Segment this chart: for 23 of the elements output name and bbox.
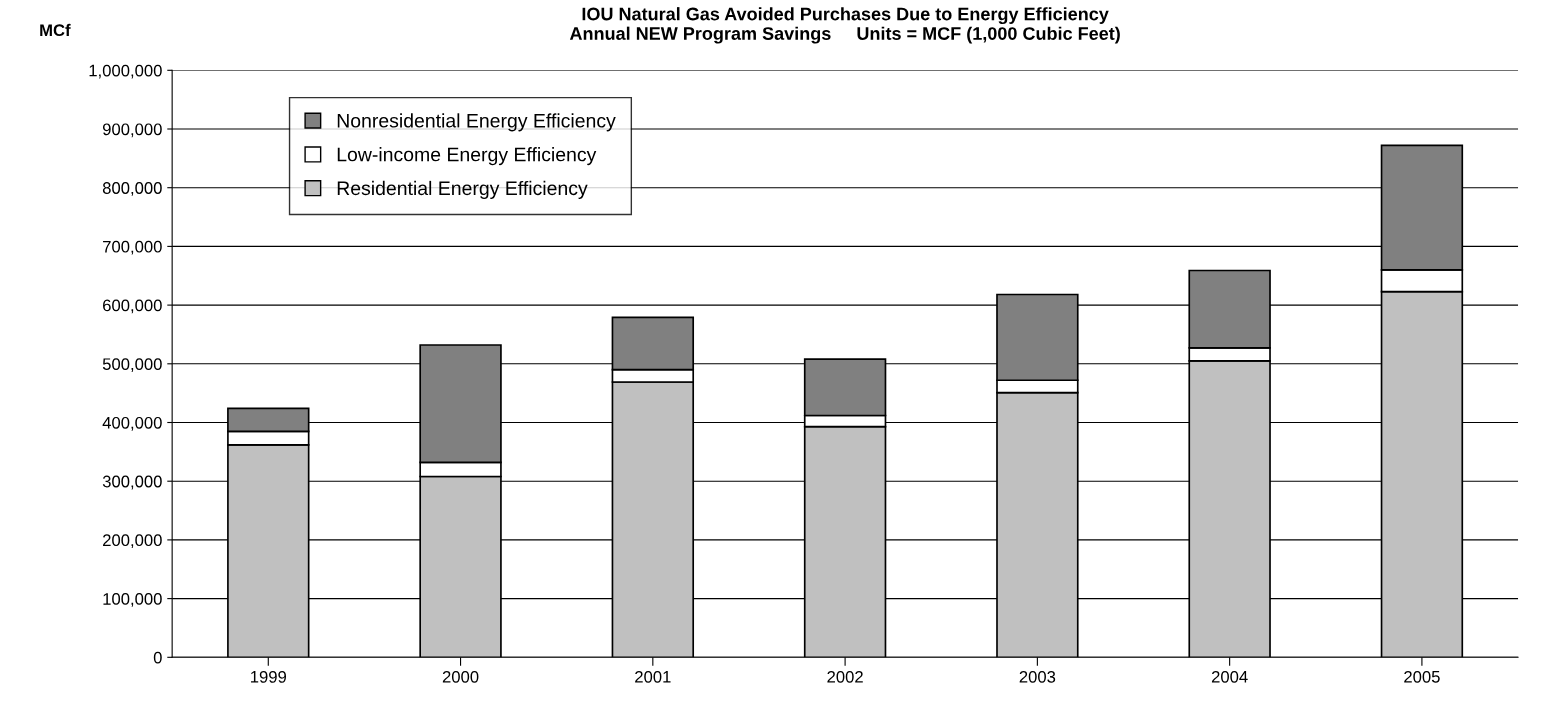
legend-label: Nonresidential Energy Efficiency (337, 113, 616, 132)
y-tick-label: 800,000 (102, 182, 162, 196)
y-tick-label: 100,000 (103, 593, 162, 607)
y-axis-title: MCf (40, 23, 71, 37)
x-tick-label: 2000 (442, 670, 479, 683)
y-tick-label: 200,000 (103, 534, 162, 549)
y-tick-label: 300,000 (102, 475, 162, 490)
x-tick-label: 2005 (1404, 670, 1440, 683)
y-tick-label: 700,000 (103, 240, 162, 255)
x-tick-label: 2002 (827, 670, 863, 683)
x-tick-label: 2004 (1211, 670, 1248, 683)
legend-label: Residential Energy Efficiency (337, 180, 588, 199)
x-tick-label: 1999 (251, 670, 287, 683)
y-tick-label: 900,000 (102, 123, 162, 138)
chart-title: IOU Natural Gas Avoided Purchases Due to Energy Efficiency Annual NEW Program Savings Units = MCF (1,000 Cubic Feet) (569, 7, 1120, 44)
y-tick-label: 0 (153, 651, 162, 664)
x-tick-label: 2003 (1019, 670, 1056, 683)
y-tick-label: 1,000,000 (89, 64, 162, 79)
y-tick-label: 500,000 (102, 358, 162, 372)
legend-label: Low-income Energy Efficiency (337, 147, 597, 166)
x-tick-label: 2001 (635, 670, 671, 683)
y-tick-label: 400,000 (102, 416, 162, 431)
y-tick-label: 600,000 (103, 299, 162, 314)
